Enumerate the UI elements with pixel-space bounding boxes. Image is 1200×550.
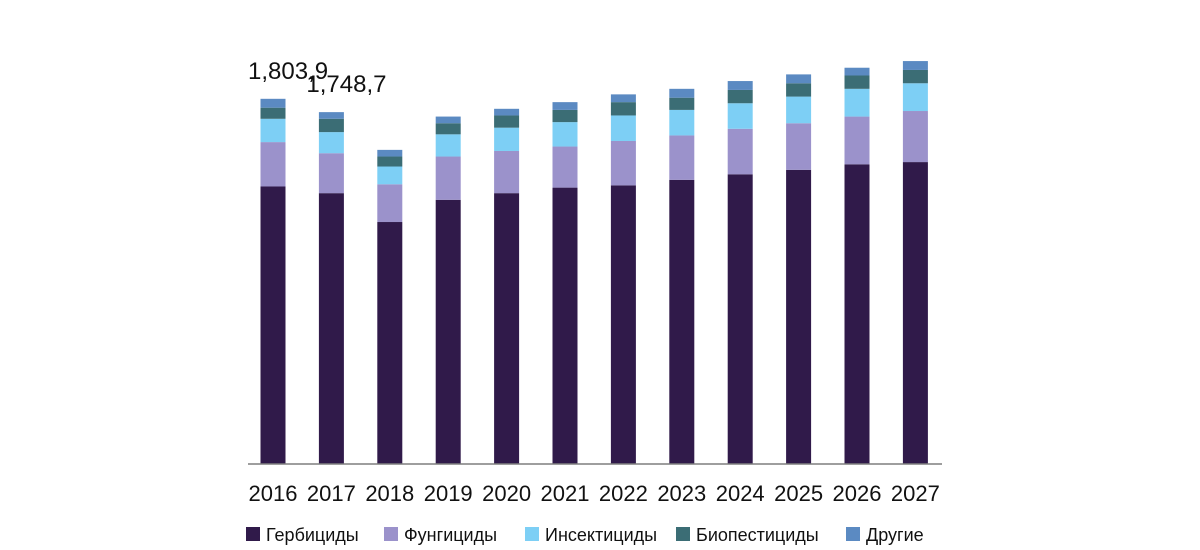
bar-segment-2026-s2 — [844, 88, 870, 117]
x-tick-label-2018: 2018 — [365, 481, 414, 506]
bar-segment-2021-s2 — [552, 122, 578, 147]
x-tick-label-2025: 2025 — [774, 481, 823, 506]
bar-segment-2027-s0 — [902, 162, 928, 464]
bar-segment-2020-s2 — [494, 127, 520, 151]
bar-segment-2027-s3 — [902, 69, 928, 84]
bar-segment-2026-s0 — [844, 164, 870, 465]
legend-label-3: Биопестициды — [696, 525, 819, 545]
legend-swatch-1 — [384, 527, 398, 541]
bar-segment-2017-s4 — [318, 112, 344, 119]
bar-segment-2016-s0 — [260, 186, 286, 464]
legend-swatch-2 — [525, 527, 539, 541]
bar-segment-2025-s1 — [786, 123, 812, 170]
bar-segment-2017-s0 — [318, 193, 344, 464]
bar-segment-2024-s3 — [727, 89, 753, 104]
bar-segment-2017-s3 — [318, 118, 344, 133]
bars-layer — [260, 61, 928, 465]
bar-segment-2019-s1 — [435, 156, 461, 200]
legend-label-2: Инсектициды — [545, 525, 657, 545]
bar-segment-2017-s1 — [318, 153, 344, 194]
bar-segment-2020-s1 — [494, 150, 520, 194]
x-tick-label-2026: 2026 — [833, 481, 882, 506]
bar-segment-2018-s0 — [377, 222, 403, 464]
bar-segment-2017-s2 — [318, 132, 344, 154]
bar-segment-2020-s3 — [494, 115, 520, 128]
bar-segment-2023-s1 — [669, 135, 695, 180]
bar-segment-2025-s3 — [786, 83, 812, 97]
bar-segment-2023-s4 — [669, 88, 695, 98]
bar-segment-2021-s4 — [552, 102, 578, 110]
bar-segment-2026-s4 — [844, 67, 870, 76]
bar-segment-2019-s3 — [435, 123, 461, 135]
x-tick-labels: 2016 2017 2018 2019 2020 2021 2022 2023 2024 2025… — [249, 481, 940, 506]
bar-segment-2018-s2 — [377, 166, 403, 185]
bar-segment-2020-s4 — [494, 108, 520, 116]
bar-segment-2027-s1 — [902, 111, 928, 163]
data-labels: 1,803,91,748,7 — [248, 58, 386, 98]
bar-segment-2022-s0 — [610, 185, 636, 464]
x-tick-label-2019: 2019 — [424, 481, 473, 506]
bar-segment-2024-s2 — [727, 103, 753, 129]
legend-swatch-3 — [676, 527, 690, 541]
x-tick-label-2024: 2024 — [716, 481, 765, 506]
bar-segment-2026-s3 — [844, 75, 870, 89]
bar-segment-2023-s3 — [669, 97, 695, 110]
bar-segment-2021-s3 — [552, 109, 578, 123]
bar-segment-2016-s4 — [260, 98, 286, 108]
data-label-2016: 1,803,9 — [248, 58, 328, 85]
bar-segment-2021-s0 — [552, 187, 578, 465]
bar-segment-2022-s4 — [610, 94, 636, 103]
bar-segment-2018-s1 — [377, 184, 403, 223]
bar-segment-2024-s4 — [727, 81, 753, 90]
bar-segment-2024-s1 — [727, 128, 753, 175]
x-tick-label-2020: 2020 — [482, 481, 531, 506]
bar-segment-2019-s0 — [435, 199, 461, 464]
x-tick-label-2022: 2022 — [599, 481, 648, 506]
legend-label-0: Гербициды — [266, 525, 359, 545]
bar-segment-2025-s4 — [786, 74, 812, 84]
x-tick-label-2016: 2016 — [249, 481, 298, 506]
bar-segment-2016-s2 — [260, 118, 286, 143]
bar-segment-2016-s1 — [260, 142, 286, 187]
bar-segment-2025-s2 — [786, 96, 812, 124]
bar-segment-2024-s0 — [727, 174, 753, 465]
bar-segment-2021-s1 — [552, 146, 578, 188]
data-label-2017: 1,748,7 — [306, 71, 386, 98]
bar-segment-2027-s4 — [902, 61, 928, 70]
bar-segment-2018-s3 — [377, 156, 403, 167]
bar-segment-2022-s2 — [610, 115, 636, 141]
bar-segment-2023-s2 — [669, 109, 695, 136]
x-tick-label-2017: 2017 — [307, 481, 356, 506]
x-tick-label-2021: 2021 — [541, 481, 590, 506]
bar-segment-2019-s2 — [435, 134, 461, 157]
bar-segment-2022-s3 — [610, 102, 636, 116]
x-tick-label-2027: 2027 — [891, 481, 940, 506]
bar-segment-2025-s0 — [786, 169, 812, 464]
bar-segment-2022-s1 — [610, 140, 636, 186]
bar-segment-2018-s4 — [377, 149, 403, 157]
legend-swatch-0 — [246, 527, 260, 541]
bar-segment-2026-s1 — [844, 116, 870, 165]
bar-segment-2020-s0 — [494, 193, 520, 464]
bar-segment-2023-s0 — [669, 179, 695, 464]
legend-swatch-4 — [846, 527, 860, 541]
legend-label-1: Фунгициды — [404, 525, 497, 545]
bar-segment-2016-s3 — [260, 107, 286, 119]
legend: Гербициды Фунгициды Инсектициды Биопестицид… — [246, 525, 924, 545]
x-tick-label-2023: 2023 — [657, 481, 706, 506]
bar-segment-2027-s2 — [902, 83, 928, 112]
bar-segment-2019-s4 — [435, 116, 461, 124]
legend-label-4: Другие — [866, 525, 924, 545]
